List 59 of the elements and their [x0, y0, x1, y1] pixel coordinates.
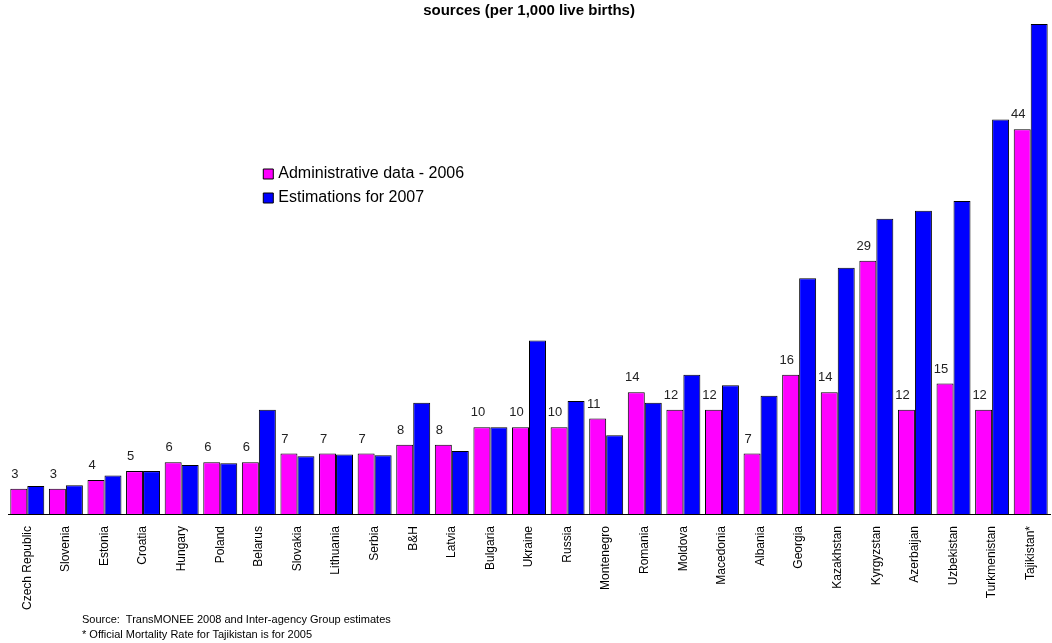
data-label: 6: [204, 439, 212, 455]
x-tick-label: Moldova: [675, 525, 690, 572]
data-label: 6: [165, 439, 173, 455]
text: * Official Mortality Rate for Tajikistan is for 2005: [82, 628, 313, 641]
source-note: Source: TransMONEE 2008 and Inter-agency Group estimates: [82, 613, 392, 626]
x-tick-label: Bulgaria: [482, 525, 497, 570]
x-tick-label: Tajikistan*: [1023, 525, 1038, 580]
x-tick-label: Albania: [752, 525, 767, 566]
x-tick-label: Ukraine: [521, 525, 536, 568]
data-label: 10: [547, 404, 563, 420]
chart-title: sources (per 1,000 live births): [423, 1, 635, 19]
data-label: 14: [625, 369, 640, 385]
data-label: 12: [663, 386, 679, 402]
data-label: 11: [586, 395, 601, 411]
x-tick-label: Kyrgyzstan: [868, 525, 883, 586]
data-label: 12: [895, 386, 910, 402]
data-label: 6: [242, 439, 250, 455]
x-tick-label: Russia: [559, 525, 574, 563]
x-tick-label: Slovenia: [58, 525, 73, 572]
data-label: 10: [509, 404, 524, 420]
x-tick-label: Montenegro: [598, 525, 613, 591]
legend-label: Estimations for 2007: [278, 188, 425, 206]
x-tick-label: Romania: [637, 525, 652, 574]
x-tick-label: Serbia: [366, 525, 381, 561]
data-label: 29: [856, 237, 872, 253]
data-label: 44: [1010, 106, 1026, 122]
data-label: 3: [49, 465, 58, 481]
x-tick-label: Azerbaijan: [907, 525, 922, 583]
x-tick-label: Georgia: [791, 525, 806, 569]
data-label: 14: [818, 369, 833, 385]
data-label: 5: [126, 448, 135, 464]
x-tick-label: Turkmenistan: [984, 525, 999, 599]
x-tick-label: Hungary: [173, 525, 188, 572]
data-label: 7: [319, 430, 328, 446]
legend-label: Administrative data - 2006: [278, 164, 465, 182]
data-label: 12: [702, 386, 717, 402]
x-tick-label: B&H: [405, 525, 420, 551]
data-label: 7: [744, 430, 752, 446]
x-tick-label: Lithuania: [328, 525, 343, 575]
x-tick-label: Slovakia: [289, 525, 304, 572]
data-label: 7: [281, 430, 289, 446]
x-tick-label: Estonia: [96, 525, 111, 566]
x-tick-label: Czech Republic: [19, 525, 34, 611]
data-label: 12: [972, 386, 987, 402]
x-tick-label: Uzbekistan: [945, 525, 960, 586]
x-tick-label: Kazakhstan: [830, 525, 845, 589]
data-label: 3: [11, 465, 19, 481]
data-label: 8: [397, 421, 405, 437]
data-label: 10: [470, 404, 486, 420]
x-tick-label: Croatia: [135, 525, 150, 565]
x-tick-label: Macedonia: [714, 525, 729, 585]
data-label: 16: [779, 351, 794, 367]
x-tick-label: Belarus: [251, 525, 266, 567]
x-tick-label: Poland: [212, 525, 227, 564]
data-label: 7: [358, 430, 366, 446]
x-tick-label: Latvia: [444, 525, 459, 558]
data-label: 15: [933, 360, 949, 376]
data-label: 8: [435, 421, 443, 437]
data-label: 4: [88, 456, 96, 472]
